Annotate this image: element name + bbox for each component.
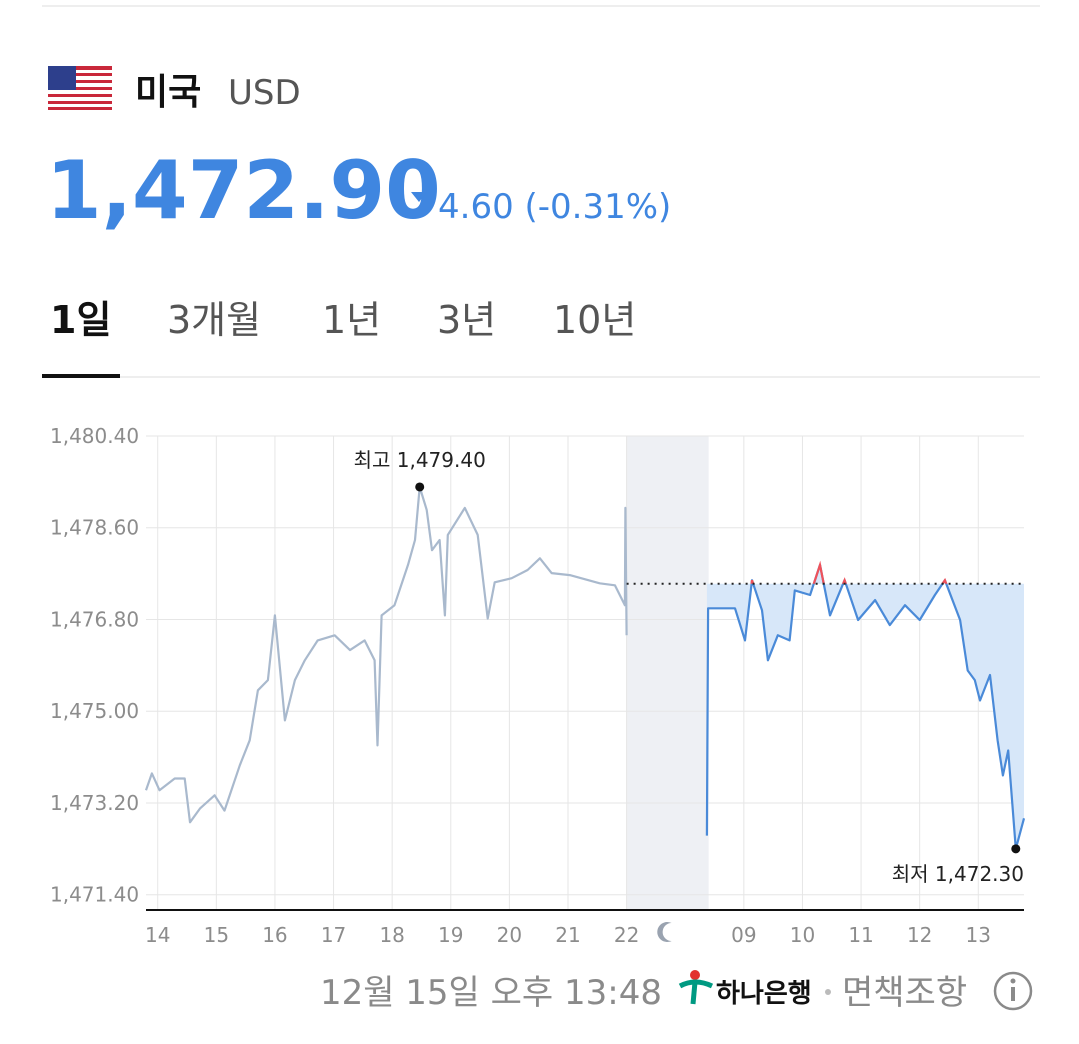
line: [144, 485, 628, 824]
period-tab[interactable]: 1년: [322, 298, 381, 342]
period-tab[interactable]: 3개월: [167, 298, 261, 342]
closed-market-band: [626, 436, 709, 910]
down-arrow: [411, 192, 427, 202]
bank-logo: [678, 970, 714, 1005]
active-tab-underline: [42, 374, 120, 378]
x-tick-label: 16: [262, 923, 287, 947]
y-tick-label: 1,478.60: [50, 516, 139, 540]
x-tick-label: 22: [614, 923, 639, 947]
y-tick-label: 1,475.00: [50, 699, 139, 723]
x-tick-label: 12: [907, 923, 932, 947]
change: 4.60 (-0.31%): [438, 187, 671, 227]
x-tick-label: 14: [145, 923, 170, 947]
us-flag: [48, 66, 112, 110]
extreme-point: [415, 482, 425, 492]
period-tab[interactable]: 3년: [437, 298, 496, 342]
x-tick-label: 19: [438, 923, 463, 947]
footer: 12월 15일 오후 13:48 하나은행 면책조항: [320, 970, 1033, 1013]
y-tick-label: 1,476.80: [50, 607, 139, 631]
info-icon[interactable]: [993, 971, 1033, 1011]
x-tick-label: 20: [497, 923, 522, 947]
separator-dot: [825, 989, 831, 995]
period-tab[interactable]: 10년: [553, 298, 636, 342]
x-tick-label: 10: [790, 923, 815, 947]
rate: 1,472.90: [46, 144, 441, 237]
area: [706, 564, 1024, 849]
chart: 1,480.40 1,478.60 1,476.80 1,475.00 1,473.20…: [50, 424, 1026, 947]
currency: USD: [228, 73, 301, 113]
x-tick-label: 21: [555, 923, 580, 947]
timestamp: 12월 15일 오후 13:48: [320, 973, 662, 1013]
period-tab[interactable]: 1일: [50, 298, 111, 342]
y-tick-label: 1,480.40: [50, 424, 139, 448]
annotation: 최고 1,479.40: [354, 448, 486, 472]
country: 미국: [135, 72, 201, 113]
x-tick-label: 09: [731, 923, 756, 947]
x-tick-label: 13: [966, 923, 991, 947]
x-tick-label: 17: [321, 923, 346, 947]
y-tick-label: 1,473.20: [50, 791, 139, 815]
x-tick-label: 11: [848, 923, 873, 947]
x-tick-label: 15: [204, 923, 229, 947]
line: [705, 563, 1026, 850]
y-tick-label: 1,471.40: [50, 883, 139, 907]
night-icon: [657, 921, 672, 942]
x-tick-label: 18: [379, 923, 404, 947]
annotation: 최저 1,472.30: [892, 862, 1024, 886]
bank-name[interactable]: 하나은행: [716, 979, 812, 1009]
disclaimer[interactable]: 면책조항: [842, 973, 967, 1013]
period-tabs: 1일 3개월 1년 3년 10년: [50, 298, 636, 342]
extreme-point: [1011, 844, 1021, 854]
